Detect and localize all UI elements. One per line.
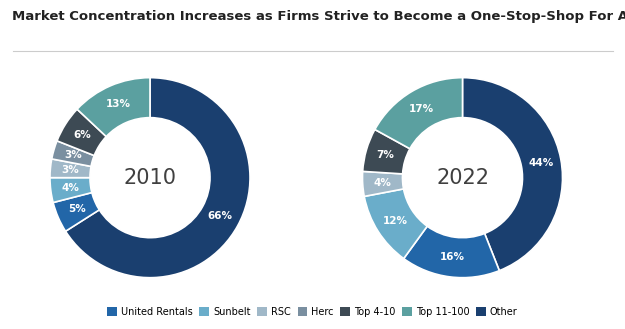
Text: 44%: 44% (529, 158, 554, 168)
Legend: United Rentals, Sunbelt, RSC, Herc, Top 4-10, Top 11-100, Other: United Rentals, Sunbelt, RSC, Herc, Top … (103, 303, 522, 321)
Text: 7%: 7% (377, 150, 394, 160)
Wedge shape (50, 178, 92, 203)
Wedge shape (50, 159, 91, 178)
Wedge shape (404, 226, 499, 278)
Text: 3%: 3% (61, 165, 79, 175)
Text: 4%: 4% (374, 178, 392, 188)
Wedge shape (362, 130, 410, 174)
Text: 17%: 17% (409, 104, 434, 114)
Text: 6%: 6% (74, 130, 91, 140)
Wedge shape (364, 189, 428, 259)
Wedge shape (77, 78, 150, 137)
Text: 4%: 4% (62, 183, 79, 193)
Text: 5%: 5% (68, 204, 86, 215)
Wedge shape (362, 171, 404, 196)
Wedge shape (375, 78, 462, 149)
Wedge shape (462, 78, 562, 271)
Wedge shape (53, 192, 99, 231)
Text: 3%: 3% (64, 150, 82, 160)
Text: 2022: 2022 (436, 168, 489, 188)
Text: Market Concentration Increases as Firms Strive to Become a One-Stop-Shop For All: Market Concentration Increases as Firms … (12, 10, 625, 23)
Text: 66%: 66% (208, 211, 232, 221)
Wedge shape (57, 109, 106, 156)
Text: 13%: 13% (106, 99, 131, 109)
Wedge shape (52, 141, 94, 166)
Wedge shape (66, 78, 250, 278)
Text: 12%: 12% (382, 215, 408, 226)
Text: 2010: 2010 (124, 168, 176, 188)
Text: 16%: 16% (440, 252, 465, 262)
